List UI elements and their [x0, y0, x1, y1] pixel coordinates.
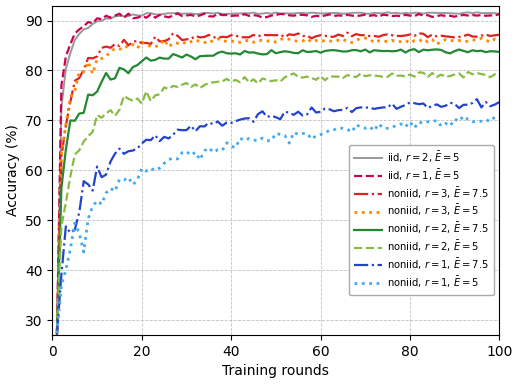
noniid, $r=3$, $\bar{E}=7.5$ [318, 33, 324, 38]
noniid, $r=1$, $\bar{E}=5$ [461, 114, 467, 118]
noniid, $r=1$, $\bar{E}=5$ [465, 117, 471, 122]
iid, $r=2$, $\bar{E}=5$ [478, 11, 484, 15]
noniid, $r=1$, $\bar{E}=7.5$ [461, 103, 467, 107]
noniid, $r=1$, $\bar{E}=7.5$ [474, 97, 480, 101]
noniid, $r=3$, $\bar{E}=5$ [54, 336, 60, 341]
noniid, $r=3$, $\bar{E}=5$ [465, 39, 471, 44]
noniid, $r=3$, $\bar{E}=5$ [282, 36, 288, 41]
noniid, $r=2$, $\bar{E}=5$ [461, 75, 467, 80]
noniid, $r=1$, $\bar{E}=7.5$ [478, 105, 484, 110]
noniid, $r=1$, $\bar{E}=5$ [54, 331, 60, 336]
noniid, $r=3$, $\bar{E}=7.5$ [156, 39, 163, 44]
noniid, $r=3$, $\bar{E}=7.5$ [478, 33, 484, 38]
noniid, $r=3$, $\bar{E}=7.5$ [496, 32, 502, 37]
noniid, $r=2$, $\bar{E}=5$ [282, 75, 288, 79]
iid, $r=1$, $\bar{E}=5$ [322, 13, 328, 18]
noniid, $r=2$, $\bar{E}=5$ [318, 74, 324, 78]
noniid, $r=2$, $\bar{E}=7.5$ [411, 47, 418, 51]
noniid, $r=1$, $\bar{E}=7.5$ [156, 139, 163, 144]
iid, $r=1$, $\bar{E}=5$ [139, 13, 145, 18]
noniid, $r=1$, $\bar{E}=5$ [156, 166, 163, 170]
iid, $r=1$, $\bar{E}=5$ [478, 13, 484, 17]
iid, $r=1$, $\bar{E}=5$ [496, 12, 502, 17]
Line: noniid, $r=3$, $\bar{E}=5$: noniid, $r=3$, $\bar{E}=5$ [57, 38, 499, 339]
noniid, $r=3$, $\bar{E}=7.5$ [282, 35, 288, 40]
Line: iid, $r=1$, $\bar{E}=5$: iid, $r=1$, $\bar{E}=5$ [57, 13, 499, 336]
noniid, $r=2$, $\bar{E}=7.5$ [54, 331, 60, 336]
noniid, $r=2$, $\bar{E}=5$ [496, 70, 502, 75]
Line: iid, $r=2$, $\bar{E}=5$: iid, $r=2$, $\bar{E}=5$ [57, 12, 499, 334]
noniid, $r=1$, $\bar{E}=5$ [478, 119, 484, 124]
iid, $r=1$, $\bar{E}=5$ [175, 11, 181, 16]
iid, $r=2$, $\bar{E}=5$ [139, 13, 145, 18]
noniid, $r=2$, $\bar{E}=5$ [156, 92, 163, 96]
noniid, $r=2$, $\bar{E}=7.5$ [496, 50, 502, 54]
X-axis label: Training rounds: Training rounds [222, 364, 329, 379]
Y-axis label: Accuracy (%): Accuracy (%) [6, 124, 20, 216]
noniid, $r=1$, $\bar{E}=5$ [496, 114, 502, 118]
Line: noniid, $r=3$, $\bar{E}=7.5$: noniid, $r=3$, $\bar{E}=7.5$ [57, 33, 499, 339]
noniid, $r=1$, $\bar{E}=7.5$ [139, 141, 145, 146]
noniid, $r=1$, $\bar{E}=5$ [282, 133, 288, 138]
noniid, $r=3$, $\bar{E}=7.5$ [139, 41, 145, 46]
Line: noniid, $r=1$, $\bar{E}=7.5$: noniid, $r=1$, $\bar{E}=7.5$ [57, 99, 499, 334]
iid, $r=2$, $\bar{E}=5$ [384, 10, 391, 15]
noniid, $r=2$, $\bar{E}=7.5$ [156, 55, 163, 60]
iid, $r=2$, $\bar{E}=5$ [318, 11, 324, 16]
noniid, $r=2$, $\bar{E}=5$ [139, 101, 145, 106]
noniid, $r=3$, $\bar{E}=7.5$ [344, 30, 351, 35]
noniid, $r=3$, $\bar{E}=5$ [156, 43, 163, 48]
iid, $r=1$, $\bar{E}=5$ [54, 334, 60, 339]
iid, $r=2$, $\bar{E}=5$ [282, 11, 288, 16]
iid, $r=2$, $\bar{E}=5$ [156, 12, 163, 17]
Line: noniid, $r=2$, $\bar{E}=7.5$: noniid, $r=2$, $\bar{E}=7.5$ [57, 49, 499, 333]
noniid, $r=1$, $\bar{E}=7.5$ [496, 100, 502, 104]
iid, $r=1$, $\bar{E}=5$ [465, 13, 471, 18]
noniid, $r=3$, $\bar{E}=5$ [362, 36, 368, 40]
iid, $r=2$, $\bar{E}=5$ [465, 10, 471, 15]
noniid, $r=2$, $\bar{E}=7.5$ [465, 50, 471, 55]
Legend: iid, $r=2$, $\bar{E}=5$, iid, $r=1$, $\bar{E}=5$, noniid, $r=3$, $\bar{E}=7.5$, : iid, $r=2$, $\bar{E}=5$, iid, $r=1$, $\b… [350, 145, 494, 295]
iid, $r=1$, $\bar{E}=5$ [156, 13, 163, 17]
noniid, $r=2$, $\bar{E}=5$ [465, 70, 471, 74]
Line: noniid, $r=2$, $\bar{E}=5$: noniid, $r=2$, $\bar{E}=5$ [57, 72, 499, 330]
noniid, $r=2$, $\bar{E}=5$ [478, 72, 484, 76]
noniid, $r=1$, $\bar{E}=7.5$ [54, 331, 60, 336]
iid, $r=1$, $\bar{E}=5$ [286, 13, 292, 18]
noniid, $r=1$, $\bar{E}=7.5$ [282, 109, 288, 114]
noniid, $r=1$, $\bar{E}=5$ [318, 132, 324, 137]
noniid, $r=2$, $\bar{E}=7.5$ [318, 50, 324, 55]
noniid, $r=3$, $\bar{E}=5$ [318, 39, 324, 44]
noniid, $r=3$, $\bar{E}=5$ [139, 40, 145, 44]
noniid, $r=3$, $\bar{E}=5$ [478, 36, 484, 40]
noniid, $r=2$, $\bar{E}=7.5$ [139, 59, 145, 64]
noniid, $r=2$, $\bar{E}=5$ [54, 328, 60, 332]
noniid, $r=3$, $\bar{E}=7.5$ [54, 337, 60, 341]
Line: noniid, $r=1$, $\bar{E}=5$: noniid, $r=1$, $\bar{E}=5$ [57, 116, 499, 333]
noniid, $r=1$, $\bar{E}=7.5$ [318, 109, 324, 114]
iid, $r=2$, $\bar{E}=5$ [496, 12, 502, 16]
noniid, $r=1$, $\bar{E}=5$ [139, 166, 145, 170]
iid, $r=2$, $\bar{E}=5$ [54, 332, 60, 336]
noniid, $r=2$, $\bar{E}=7.5$ [282, 49, 288, 54]
noniid, $r=2$, $\bar{E}=7.5$ [478, 48, 484, 53]
noniid, $r=3$, $\bar{E}=7.5$ [465, 32, 471, 37]
noniid, $r=3$, $\bar{E}=5$ [496, 39, 502, 43]
